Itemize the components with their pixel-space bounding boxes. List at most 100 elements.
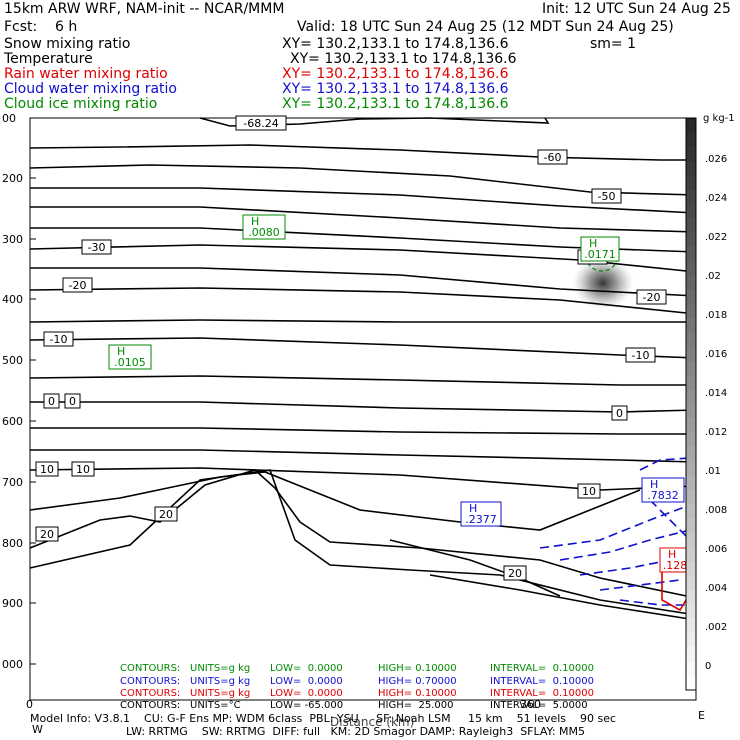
field-snow-name: Snow mixing ratio	[4, 36, 131, 52]
colorbar-segment	[686, 589, 696, 605]
maximum-box	[580, 236, 620, 262]
isotherm-line	[29, 144, 696, 161]
y-tick-label: 00	[2, 112, 16, 125]
forecast-hour: Fcst: 6 h	[4, 19, 78, 35]
colorbar-segment	[686, 146, 696, 162]
colorbar-segment	[686, 389, 696, 405]
colorbar-segment	[686, 475, 696, 491]
contour-info-label: CONTOURS:	[120, 663, 181, 674]
field-cloudwater-xy: XY= 130.2,133.1 to 174.8,136.6	[282, 81, 509, 97]
contour-info-interval: INTERVAL= 0.10000	[490, 676, 594, 687]
contour-info-units: UNITS=g kg	[190, 688, 251, 699]
colorbar-tick-label: 0	[705, 661, 711, 672]
cloud-water-contour	[649, 499, 691, 541]
cloud-water-contour	[619, 599, 690, 606]
isotherm-label-box	[611, 405, 628, 421]
isotherm-label: -20	[69, 279, 87, 292]
colorbar-unit: g kg-1	[703, 113, 735, 124]
colorbar-segment	[686, 618, 696, 634]
isotherm-line	[30, 267, 697, 297]
isotherm-line	[30, 401, 697, 413]
colorbar-segment	[686, 261, 696, 276]
colorbar-segment	[686, 532, 696, 548]
contour-info-high: HIGH= 0.10000	[378, 688, 457, 699]
isotherm-line	[29, 287, 697, 315]
isotherm-line	[30, 206, 697, 233]
isotherm-label: -10	[50, 333, 68, 346]
maximum-value: .0105	[114, 356, 146, 369]
init-time: Init: 12 UTC Sun 24 Aug 25	[542, 1, 731, 17]
colorbar-segment	[686, 289, 696, 305]
field-snow-xy: XY= 130.2,133.1 to 174.8,136.6	[282, 36, 509, 52]
colorbar-segment	[686, 232, 696, 248]
isotherm-label: 10	[582, 485, 596, 498]
maximum-h-label: H	[589, 237, 597, 250]
colorbar-tick-label: .006	[705, 544, 727, 555]
isotherm-line	[30, 449, 697, 463]
model-info-line2: LW: RRTMG SW: RRTMG DIFF: full KM: 2D Sm…	[126, 725, 586, 738]
contour-info-units: UNITS=g kg	[190, 663, 251, 674]
colorbar-segment	[686, 461, 696, 476]
field-cloudice-name: Cloud ice mixing ratio	[4, 96, 158, 112]
isotherm-label: -10	[632, 349, 650, 362]
maximum-value: .0171	[584, 248, 616, 261]
maximum-value: .2377	[465, 513, 497, 526]
maximum-box	[641, 477, 685, 503]
contour-info-high: HIGH= 25.000	[378, 700, 454, 711]
field-cloudwater-name: Cloud water mixing ratio	[4, 81, 177, 97]
isotherm-line	[29, 244, 697, 273]
x-tick-left: 0	[26, 698, 33, 711]
isotherm-label: -20	[643, 291, 661, 304]
isotherm-label: -68.24	[243, 117, 278, 130]
isotherm-line	[29, 469, 697, 599]
isotherm-line	[29, 375, 696, 386]
isotherm-label-box	[537, 149, 568, 165]
colorbar-segment	[686, 303, 696, 319]
x-tick-right: 360	[520, 698, 541, 711]
contour-info-interval: INTERVAL= 5.0000	[490, 700, 588, 711]
colorbar-segment	[686, 518, 696, 534]
isotherm-line	[29, 319, 696, 323]
isotherm-label-box	[62, 277, 93, 293]
colorbar-tick-label: .012	[705, 427, 727, 438]
contour-info-high: HIGH= 0.70000	[378, 676, 457, 687]
colorbar-segment	[686, 275, 696, 291]
colorbar-segment	[686, 346, 696, 362]
colorbar-segment	[686, 118, 696, 133]
y-tick-label: 300	[2, 233, 23, 246]
maximum-h-label: H	[251, 215, 259, 228]
colorbar-tick-label: .016	[705, 349, 727, 360]
colorbar-tick-label: .014	[705, 388, 727, 399]
isotherm-label: 10	[76, 463, 90, 476]
maximum-h-label: H	[668, 548, 676, 561]
y-tick-label: 400	[2, 293, 23, 306]
colorbar-segment	[686, 575, 696, 591]
colorbar-tick-label: .026	[705, 154, 727, 165]
contour-info-low: LOW= 0.0000	[270, 676, 343, 687]
maximum-value: .128	[663, 559, 688, 572]
y-axis: 00 200 300 400 500 600 700 800 900 000	[2, 112, 36, 671]
maximum-h-label: H	[650, 478, 658, 491]
contour-info-interval: INTERVAL= 0.10000	[490, 688, 594, 699]
contour-labels: -68.24-60-50-30-30-20-20-10-100001010102…	[35, 115, 667, 581]
colorbar-segment	[686, 561, 696, 577]
contour-info-interval: INTERVAL= 0.10000	[490, 663, 594, 674]
isotherm-label-box	[35, 526, 59, 542]
contour-info-label: CONTOURS:	[120, 700, 181, 711]
colorbar-segment	[686, 504, 696, 519]
maximum-box	[108, 344, 152, 370]
y-tick-label: 000	[2, 658, 23, 671]
isotherm-label-box	[43, 393, 60, 409]
contour-info-high: HIGH= 0.10000	[378, 663, 457, 674]
colorbar-segment	[686, 604, 696, 619]
x-left-letter: W	[32, 723, 43, 736]
isotherm-label-box	[81, 239, 112, 255]
y-tick-label: 700	[2, 476, 23, 489]
cloud-water-contour	[599, 579, 681, 591]
cloud-water-contour	[639, 457, 691, 471]
colorbar-segment	[686, 432, 696, 448]
isotherm-label-box	[577, 483, 601, 499]
contour-info-label: CONTOURS:	[120, 688, 181, 699]
